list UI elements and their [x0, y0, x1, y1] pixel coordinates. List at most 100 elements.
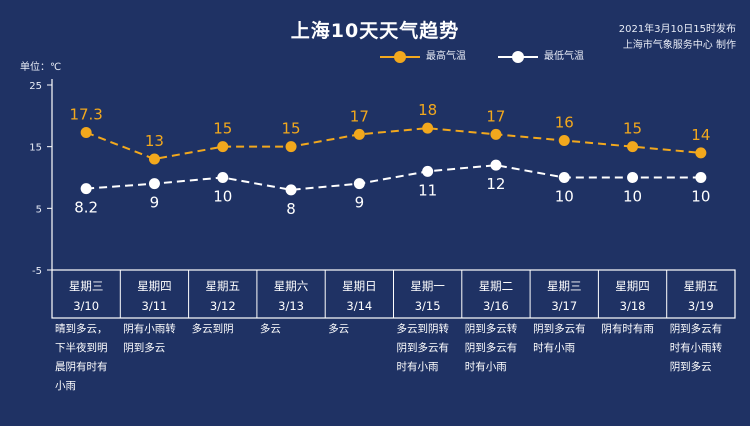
weather-line: 多云	[328, 323, 350, 335]
y-tick-label: -5	[32, 266, 42, 277]
data-point-low	[80, 183, 92, 195]
legend-label-high: 最高气温	[426, 51, 466, 62]
weather-line: 时有小雨	[396, 361, 439, 373]
data-point-low	[558, 172, 570, 183]
weekday-label: 星期五	[684, 279, 719, 293]
publisher: 上海市气象服务中心 制作	[622, 40, 736, 51]
data-point-low	[285, 184, 297, 196]
weather-line: 晨阴有时有	[55, 361, 108, 373]
data-label-high: 15	[282, 120, 301, 138]
weather-line: 阴到多云有	[396, 342, 450, 354]
weather-line: 多云	[259, 323, 281, 335]
weather-line: 晴到多云，	[55, 323, 108, 335]
data-label-low: 10	[623, 188, 642, 206]
data-point-high	[80, 126, 92, 138]
weekday-label: 星期一	[410, 279, 445, 293]
weather-line: 阴到多云转	[464, 323, 518, 335]
data-point-low	[148, 178, 160, 190]
date-label: 3/16	[483, 299, 509, 313]
legend-swatch-high	[380, 50, 420, 64]
weather-line: 小雨	[55, 380, 76, 392]
date-label: 3/12	[210, 299, 236, 313]
weather-line: 多云到阴	[191, 323, 234, 335]
weather-description: 多云	[328, 320, 398, 339]
data-point-low	[422, 165, 434, 177]
y-tick-label: 5	[36, 204, 42, 215]
weather-description: 多云	[260, 320, 330, 339]
weather-description: 晴到多云， 下半夜到明晨阴有时有小雨	[55, 320, 125, 396]
legend-swatch-low	[498, 50, 538, 64]
data-point-high	[353, 128, 365, 140]
weekday-label: 星期日	[342, 279, 377, 293]
data-point-low	[627, 172, 639, 183]
data-label-low: 8.2	[74, 199, 98, 217]
data-point-high	[422, 122, 434, 134]
weekday-label: 星期五	[206, 279, 241, 293]
weekday-label: 星期六	[274, 279, 309, 293]
date-label: 3/14	[346, 299, 372, 313]
weather-line: 下半夜到明	[55, 342, 108, 354]
weather-line: 阴有小雨转	[123, 323, 176, 335]
weather-line: 阴到多云	[669, 361, 712, 373]
data-label-high: 17	[486, 107, 505, 125]
data-point-low	[695, 172, 707, 183]
data-point-high	[217, 141, 229, 153]
unit-label: 单位：℃	[20, 62, 62, 73]
weather-description: 多云到阴转阴到多云有时有小雨	[397, 320, 467, 377]
weather-description: 多云到阴	[192, 320, 262, 339]
weather-line: 阴到多云有	[464, 342, 518, 354]
date-label: 3/19	[688, 299, 714, 313]
data-point-high	[627, 141, 639, 153]
data-label-high: 17	[350, 107, 369, 125]
data-label-low: 12	[486, 175, 505, 193]
data-label-low: 10	[555, 188, 574, 206]
weekday-label: 星期四	[137, 279, 172, 293]
data-label-high: 14	[691, 126, 710, 144]
data-label-high: 18	[418, 101, 437, 119]
data-label-low: 8	[286, 200, 296, 218]
data-point-low	[490, 159, 502, 171]
y-tick-label: 25	[29, 81, 42, 92]
weather-line: 时有小雨	[533, 342, 576, 354]
data-label-low: 10	[691, 188, 710, 206]
weather-description: 阴有时有雨	[601, 320, 671, 339]
data-label-low: 10	[213, 188, 232, 206]
data-label-low: 9	[355, 194, 365, 212]
publish-time: 2021年3月10日15时发布	[618, 24, 736, 35]
data-label-high: 15	[623, 120, 642, 138]
publish-info: 2021年3月10日15时发布 上海市气象服务中心 制作	[536, 22, 736, 54]
data-label-low: 9	[150, 194, 160, 212]
date-label: 3/10	[73, 299, 99, 313]
date-label: 3/13	[278, 299, 304, 313]
data-label-high: 16	[555, 114, 574, 132]
weather-line: 多云到阴转	[396, 323, 450, 335]
chart-title: 上海10天天气趋势	[290, 20, 460, 42]
weather-description: 阴到多云有时有小雨转阴到多云	[670, 320, 740, 377]
data-label-high: 13	[145, 132, 164, 150]
date-label: 3/17	[551, 299, 577, 313]
data-label-high: 17.3	[69, 105, 102, 123]
weather-line: 阴到多云有	[669, 323, 723, 335]
weekday-label: 星期四	[615, 279, 650, 293]
data-point-high	[558, 135, 570, 146]
date-label: 3/15	[415, 299, 441, 313]
date-label: 3/11	[142, 299, 168, 313]
weather-line: 时有小雨转	[669, 342, 723, 354]
data-point-high	[148, 153, 160, 165]
weekday-label: 星期三	[547, 279, 582, 293]
weather-line: 阴有时有雨	[601, 323, 654, 335]
data-point-high	[490, 128, 502, 140]
data-point-high	[285, 141, 297, 153]
weather-line: 阴到多云有	[533, 323, 586, 335]
legend-label-low: 最低气温	[544, 51, 584, 62]
weather-description: 阴有小雨转 阴到多云	[123, 320, 193, 358]
data-point-high	[695, 147, 707, 159]
data-label-low: 11	[418, 181, 437, 199]
data-point-low	[217, 172, 229, 183]
series-line-high	[85, 127, 701, 161]
weather-line: 时有小雨	[464, 361, 507, 373]
date-label: 3/18	[620, 299, 646, 313]
data-point-low	[353, 178, 365, 190]
series-line-low	[86, 164, 701, 191]
